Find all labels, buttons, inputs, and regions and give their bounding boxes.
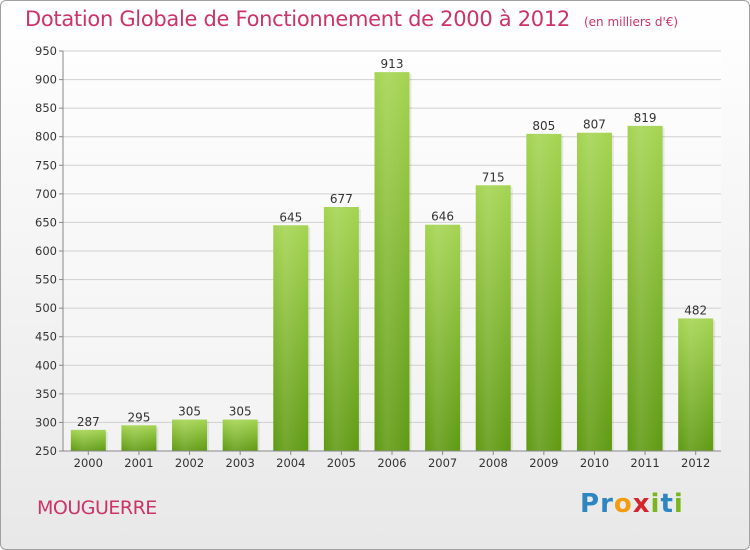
bar-value-label: 805: [532, 119, 555, 133]
bar-highlight: [273, 225, 309, 451]
bar-highlight: [222, 419, 258, 451]
x-tick-label: 2009: [529, 456, 558, 470]
logo-letter: o: [613, 489, 633, 519]
logo-letter: t: [660, 489, 674, 519]
chart-title: Dotation Globale de Fonctionnement de 20…: [25, 7, 678, 31]
x-tick-label: 2001: [124, 456, 153, 470]
y-tick-label: 700: [35, 187, 57, 201]
bar-highlight: [526, 133, 562, 451]
bar-value-label: 295: [127, 410, 150, 424]
bar-highlight: [425, 224, 461, 451]
chart-unit: (en milliers d'€): [583, 15, 679, 29]
bar-value-label: 819: [634, 111, 657, 125]
bar-highlight: [172, 419, 208, 451]
y-tick-label: 850: [35, 101, 57, 115]
bar-value-label: 646: [431, 210, 454, 224]
x-tick-label: 2005: [327, 456, 356, 470]
logo-letter: x: [632, 489, 651, 519]
bar-highlight: [475, 185, 511, 452]
x-tick-label: 2012: [681, 456, 710, 470]
x-tick-label: 2007: [428, 456, 457, 470]
y-tick-label: 550: [35, 273, 57, 287]
bar-value-label: 287: [77, 415, 100, 429]
logo-letter: i: [650, 489, 661, 519]
logo-letter: r: [600, 489, 614, 519]
chart-title-text: Dotation Globale de Fonctionnement de 20…: [25, 7, 570, 31]
bar-highlight: [576, 132, 612, 451]
bar-value-label: 305: [178, 405, 201, 419]
y-tick-label: 900: [35, 73, 57, 87]
y-tick-label: 750: [35, 158, 57, 172]
y-tick-label: 450: [35, 330, 57, 344]
x-tick-label: 2002: [175, 456, 204, 470]
y-tick-label: 250: [35, 444, 57, 458]
x-tick-label: 2011: [630, 456, 659, 470]
commune-name: MOUGUERRE: [37, 497, 157, 519]
x-tick-label: 2000: [74, 456, 103, 470]
y-tick-label: 600: [35, 244, 57, 258]
bar-value-label: 482: [684, 303, 707, 317]
bar-value-label: 715: [482, 170, 505, 184]
bar-highlight: [323, 207, 359, 451]
y-tick-label: 950: [35, 44, 57, 58]
y-tick-label: 300: [35, 415, 57, 429]
x-tick-label: 2003: [226, 456, 255, 470]
logo-letter: i: [673, 489, 684, 519]
bar-value-label: 645: [279, 210, 302, 224]
bar-highlight: [627, 125, 663, 451]
y-tick-label: 400: [35, 358, 57, 372]
x-tick-label: 2010: [580, 456, 609, 470]
x-tick-label: 2004: [276, 456, 305, 470]
y-tick-label: 650: [35, 215, 57, 229]
logo-letter: P: [580, 489, 601, 519]
bar-value-label: 305: [229, 405, 252, 419]
bar-value-label: 677: [330, 192, 353, 206]
bar-highlight: [374, 72, 410, 452]
y-tick-label: 350: [35, 387, 57, 401]
bar-value-label: 913: [381, 57, 404, 71]
y-tick-label: 500: [35, 301, 57, 315]
x-tick-label: 2006: [377, 456, 406, 470]
bar-highlight: [678, 318, 714, 451]
bar-value-label: 807: [583, 118, 606, 132]
proxiti-logo[interactable]: Proxiti: [580, 489, 684, 519]
bar-highlight: [121, 425, 157, 451]
x-tick-label: 2008: [479, 456, 508, 470]
bar-highlight: [70, 429, 106, 451]
y-tick-label: 800: [35, 130, 57, 144]
